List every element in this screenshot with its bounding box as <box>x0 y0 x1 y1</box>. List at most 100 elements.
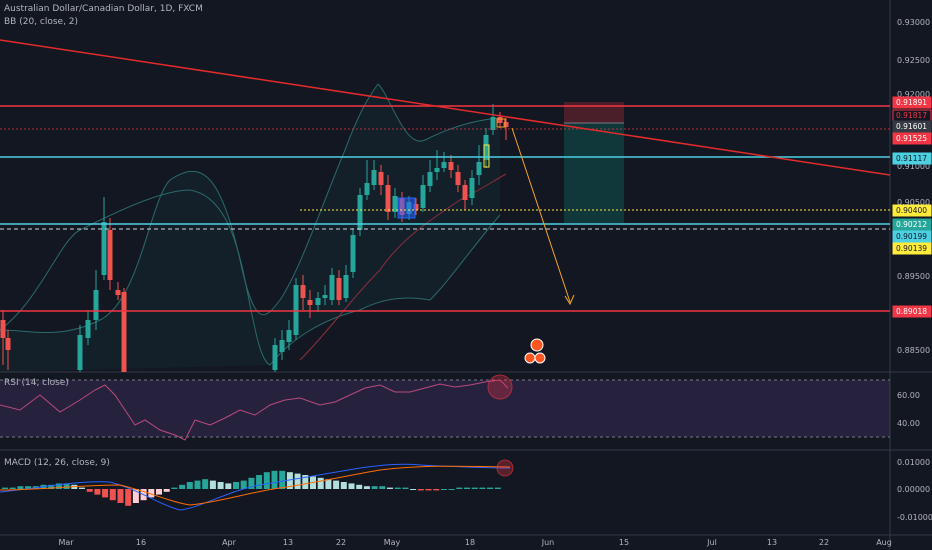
macd-histogram-bar <box>248 477 255 489</box>
candle[interactable] <box>490 104 496 135</box>
candle[interactable] <box>497 112 503 128</box>
take-profit-zone[interactable] <box>564 123 624 223</box>
candle[interactable] <box>115 282 121 300</box>
price-tag-red-outline[interactable]: 0.91817 <box>892 109 932 122</box>
macd-histogram-bar <box>417 489 424 491</box>
event-badge[interactable] <box>524 352 536 364</box>
candle[interactable] <box>378 165 384 195</box>
candle[interactable] <box>469 170 475 205</box>
candle[interactable] <box>107 218 113 290</box>
macd-histogram-bar <box>410 489 417 490</box>
macd-histogram-bar <box>217 482 224 489</box>
candle-body <box>93 290 99 320</box>
candle[interactable] <box>483 128 489 168</box>
macd-histogram-bar <box>479 487 486 489</box>
price-tag-bg <box>892 120 932 133</box>
candle-body <box>364 183 370 195</box>
price-tag-bg <box>892 132 932 145</box>
candle[interactable] <box>121 288 127 372</box>
candle-body <box>77 335 83 370</box>
candle[interactable] <box>293 278 299 340</box>
candle[interactable] <box>315 292 321 312</box>
symbol-title[interactable]: Australian Dollar/Canadian Dollar, 1D, F… <box>4 4 203 14</box>
highlight-box <box>397 197 416 219</box>
candle[interactable] <box>427 160 433 192</box>
price-axis-label: 0.91000 <box>897 162 930 171</box>
candle[interactable] <box>371 160 377 190</box>
candle[interactable] <box>364 160 370 200</box>
macd-histogram-bar <box>433 489 440 491</box>
candle[interactable] <box>350 228 356 278</box>
rsi-band-fill <box>0 380 890 437</box>
price-tag-green[interactable]: 0.90212 <box>892 218 932 231</box>
candle[interactable] <box>336 270 342 305</box>
candle[interactable] <box>392 188 398 218</box>
candle[interactable] <box>322 285 328 305</box>
candle[interactable] <box>455 165 461 192</box>
price-tag-cyan[interactable]: 0.90199 <box>892 230 932 243</box>
candle[interactable] <box>448 155 454 178</box>
macd-histogram-bar <box>356 484 363 489</box>
rsi-legend[interactable]: RSI (14, close) <box>4 378 69 388</box>
price-tag-yellow[interactable]: 0.90139 <box>892 242 932 255</box>
macd-histogram-bar <box>9 487 16 489</box>
macd-signal-line <box>0 465 511 506</box>
candle[interactable] <box>101 197 107 280</box>
price-tag-gray[interactable]: 0.91601 <box>892 120 932 133</box>
price-tag-yellow[interactable]: 0.90400 <box>892 204 932 217</box>
macd-histogram-bar <box>148 489 155 498</box>
candle[interactable] <box>279 330 285 360</box>
macd-alert-marker[interactable] <box>496 459 514 477</box>
macd-legend[interactable]: MACD (12, 26, close, 9) <box>4 458 110 468</box>
candle[interactable] <box>5 330 11 370</box>
candle[interactable] <box>462 180 468 210</box>
macd-histogram-bar <box>79 487 85 489</box>
macd-histogram-bar <box>456 487 463 489</box>
candle[interactable] <box>0 310 6 365</box>
candle[interactable] <box>77 325 83 372</box>
event-badge[interactable] <box>534 352 546 364</box>
price-tag-red-line[interactable]: 0.91891 <box>892 96 932 109</box>
candle[interactable] <box>343 265 349 302</box>
candle[interactable] <box>329 268 335 305</box>
time-axis-label: 13 <box>767 538 777 547</box>
candle[interactable] <box>434 150 440 180</box>
event-badge[interactable] <box>530 338 544 352</box>
candle[interactable] <box>385 175 391 220</box>
candle[interactable] <box>476 145 482 185</box>
candle[interactable] <box>286 320 292 350</box>
price-tag-bg <box>892 96 932 109</box>
bollinger-bands-legend[interactable]: BB (20, close, 2) <box>4 17 79 27</box>
stop-loss-zone[interactable] <box>564 102 624 123</box>
projection-arrow[interactable] <box>511 127 571 303</box>
macd-histogram-bar <box>55 483 62 489</box>
macd-histogram-bar <box>394 487 401 489</box>
price-tag-red-line[interactable]: 0.89018 <box>892 305 932 318</box>
price-tag-bg <box>892 230 932 243</box>
trendline[interactable] <box>0 39 891 176</box>
candle[interactable] <box>441 152 447 172</box>
candle[interactable] <box>272 338 278 372</box>
candle[interactable] <box>93 270 99 330</box>
macd-histogram-bar <box>333 480 340 489</box>
candle[interactable] <box>300 275 306 310</box>
macd-histogram-bar <box>209 480 216 489</box>
candle[interactable] <box>85 310 91 345</box>
time-axis-label: Aug <box>876 538 892 547</box>
macd-histogram-bar <box>363 486 370 489</box>
candle[interactable] <box>307 290 313 318</box>
macd-histogram-bar <box>102 489 109 498</box>
candle[interactable] <box>420 175 426 212</box>
macd-histogram-bar <box>225 483 232 489</box>
price-tag-red-fill[interactable]: 0.91525 <box>892 132 932 145</box>
price-tag-cyan[interactable]: 0.91117 <box>892 152 932 165</box>
rsi-alert-marker[interactable] <box>487 374 513 400</box>
macd-histogram-bar <box>340 482 347 489</box>
candle[interactable] <box>357 188 363 236</box>
candle-body <box>420 185 426 208</box>
candle[interactable] <box>413 198 419 215</box>
time-axis-label: 18 <box>465 538 475 547</box>
price-tag-bg <box>892 152 932 165</box>
